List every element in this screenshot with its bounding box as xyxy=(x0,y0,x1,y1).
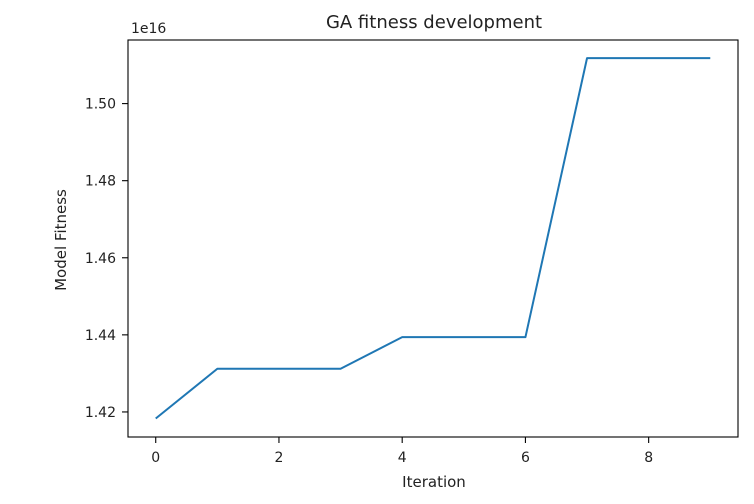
x-axis-label: Iteration xyxy=(402,473,466,491)
plot-area xyxy=(127,39,739,438)
plot-frame xyxy=(127,39,739,438)
x-tick-label: 4 xyxy=(398,450,407,466)
x-tick-label: 6 xyxy=(521,450,530,466)
x-tick-label: 2 xyxy=(274,450,283,466)
fitness-series-line xyxy=(155,57,711,420)
y-tick-label: 1.46 xyxy=(85,251,116,267)
chart-title: GA fitness development xyxy=(326,12,542,33)
y-tick-label: 1.42 xyxy=(85,405,116,421)
y-offset-label: 1e16 xyxy=(131,21,166,37)
y-tick-label: 1.44 xyxy=(85,328,116,344)
y-axis-ticks: 1.42 1.44 1.46 1.48 1.50 xyxy=(85,97,128,421)
x-tick-label: 8 xyxy=(644,450,653,466)
y-axis-label: Model Fitness xyxy=(52,189,70,291)
y-tick-label: 1.50 xyxy=(85,97,116,113)
x-axis-ticks: 0 2 4 6 8 xyxy=(151,437,653,466)
y-tick-label: 1.48 xyxy=(85,174,116,190)
series-layer xyxy=(155,57,711,420)
x-tick-label: 0 xyxy=(151,450,160,466)
